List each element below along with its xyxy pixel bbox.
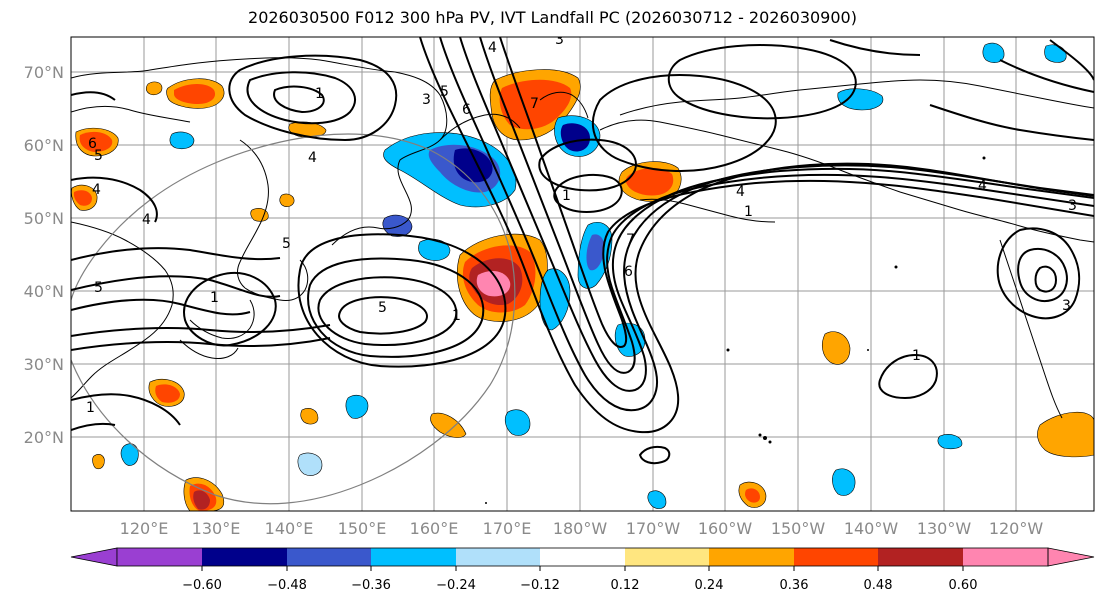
colorbar-tick-label: 0.24 [695, 578, 724, 593]
svg-text:5: 5 [378, 300, 387, 316]
latitude-labels: 70°N 60°N 50°N 40°N 30°N 20°N [24, 63, 64, 447]
lat-label: 60°N [24, 136, 64, 155]
svg-text:5: 5 [440, 84, 449, 100]
svg-text:1: 1 [562, 188, 571, 204]
svg-text:6: 6 [88, 136, 97, 152]
pv-anomaly-fills [71, 42, 1094, 511]
svg-text:1: 1 [86, 400, 95, 416]
colorbar-extend-min [70, 547, 118, 567]
colorbar-tick-label: −0.24 [436, 578, 476, 593]
lon-label: 170°W [626, 519, 681, 538]
colorbar-extend-max [1047, 547, 1095, 567]
svg-text:4: 4 [92, 182, 101, 198]
longitude-labels: 120°E 130°E 140°E 150°E 160°E 170°E 180°… [120, 519, 1044, 538]
svg-text:7: 7 [530, 96, 539, 112]
gridlines [71, 37, 1094, 511]
svg-text:5: 5 [94, 280, 103, 296]
svg-text:3: 3 [555, 32, 564, 48]
lat-label: 30°N [24, 355, 64, 374]
svg-text:6: 6 [624, 264, 633, 280]
colorbar: −0.60 −0.48 −0.36 −0.24 −0.12 0.12 0.24 … [70, 547, 1095, 593]
svg-text:3: 3 [422, 92, 431, 108]
lon-label: 120°E [120, 519, 169, 538]
svg-text:1: 1 [315, 86, 324, 102]
colorbar-segment [625, 548, 709, 566]
lon-label: 160°E [410, 519, 459, 538]
colorbar-segment [287, 548, 371, 566]
colorbar-tick-label: −0.12 [520, 578, 560, 593]
lon-label: 150°W [771, 519, 826, 538]
svg-text:1: 1 [210, 290, 219, 306]
svg-text:1: 1 [452, 308, 461, 324]
svg-text:7: 7 [626, 232, 635, 248]
svg-text:3: 3 [1068, 198, 1077, 214]
svg-text:3: 3 [1062, 298, 1071, 314]
colorbar-segment [540, 548, 625, 566]
lat-label: 70°N [24, 63, 64, 82]
lon-label: 130°W [917, 519, 972, 538]
lon-label: 120°W [989, 519, 1044, 538]
contour-labels: 1 3 4 5 6 7 3 6 5 4 4 5 1 5 1 4 5 1 7 6 … [86, 32, 1077, 416]
svg-text:4: 4 [142, 212, 151, 228]
landfall-radius-circle [71, 133, 516, 505]
colorbar-tick-label: 0.60 [949, 578, 978, 593]
svg-text:1: 1 [744, 204, 753, 220]
pacific-islands [485, 156, 986, 504]
colorbar-segment [878, 548, 963, 566]
colorbar-segment [202, 548, 287, 566]
lon-label: 170°E [483, 519, 532, 538]
colorbar-tick-label: −0.36 [351, 578, 391, 593]
lon-label: 140°E [265, 519, 314, 538]
svg-text:6: 6 [462, 102, 471, 118]
colorbar-segment [963, 548, 1048, 566]
svg-text:1: 1 [912, 348, 921, 364]
lon-label: 160°W [698, 519, 753, 538]
svg-text:4: 4 [488, 40, 497, 56]
colorbar-segment [794, 548, 878, 566]
map-title: 2026030500 F012 300 hPa PV, IVT Landfall… [248, 8, 857, 27]
colorbar-tick-label: −0.60 [182, 578, 222, 593]
lon-label: 180°W [553, 519, 608, 538]
colorbar-tick-label: 0.12 [611, 578, 640, 593]
colorbar-tick-label: −0.48 [267, 578, 307, 593]
colorbar-segment [117, 548, 202, 566]
svg-text:5: 5 [282, 236, 291, 252]
lon-label: 140°W [844, 519, 899, 538]
svg-text:4: 4 [978, 178, 987, 194]
colorbar-segment [371, 548, 456, 566]
colorbar-tick-label: 0.36 [780, 578, 809, 593]
lat-label: 50°N [24, 209, 64, 228]
svg-text:4: 4 [308, 150, 317, 166]
plot-frame [70, 36, 1095, 512]
svg-text:5: 5 [94, 148, 103, 164]
svg-text:4: 4 [736, 184, 745, 200]
lon-label: 150°E [338, 519, 387, 538]
lon-label: 130°E [192, 519, 241, 538]
colorbar-segment [709, 548, 794, 566]
lat-label: 20°N [24, 428, 64, 447]
lat-label: 40°N [24, 282, 64, 301]
ivt-contours [71, 37, 1094, 465]
colorbar-tick-label: 0.48 [864, 578, 893, 593]
colorbar-segment [456, 548, 540, 566]
